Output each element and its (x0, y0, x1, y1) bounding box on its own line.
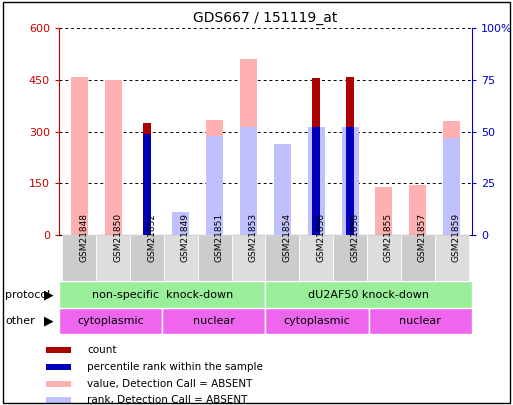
Bar (369, 308, 472, 334)
Bar (376, 187, 392, 235)
Bar (274, 159, 291, 235)
Text: dU2AF50 knock-down: dU2AF50 knock-down (308, 290, 429, 300)
Bar (162, 308, 266, 334)
Text: count: count (87, 345, 117, 355)
Title: GDS667 / 151119_at: GDS667 / 151119_at (193, 11, 338, 25)
Bar (63, 235, 96, 281)
Bar (46, 397, 71, 403)
Bar (346, 128, 354, 235)
Bar (312, 128, 321, 235)
Bar (172, 212, 189, 235)
Bar (232, 235, 266, 281)
Bar (240, 59, 257, 235)
Bar (266, 235, 299, 281)
Text: GSM21858: GSM21858 (350, 213, 359, 262)
Text: GSM21853: GSM21853 (249, 213, 258, 262)
Text: ▶: ▶ (44, 314, 53, 328)
Bar (130, 235, 164, 281)
Bar (435, 235, 468, 281)
Text: GSM21854: GSM21854 (282, 213, 291, 262)
Bar (59, 308, 162, 334)
Text: GSM21857: GSM21857 (418, 213, 427, 262)
Bar (240, 128, 257, 235)
Text: GSM21856: GSM21856 (316, 213, 325, 262)
Bar (299, 235, 333, 281)
Bar (342, 128, 359, 235)
Text: GSM21852: GSM21852 (147, 213, 156, 262)
Bar (71, 77, 88, 235)
Text: GSM21855: GSM21855 (384, 213, 393, 262)
Bar (143, 123, 151, 235)
Text: value, Detection Call = ABSENT: value, Detection Call = ABSENT (87, 379, 252, 389)
Text: GSM21850: GSM21850 (113, 213, 122, 262)
Text: cytoplasmic: cytoplasmic (77, 316, 144, 326)
Bar (206, 136, 223, 235)
Text: ▶: ▶ (44, 288, 53, 301)
Bar (401, 235, 435, 281)
Bar (105, 80, 122, 235)
Text: GSM21848: GSM21848 (80, 213, 88, 262)
Bar (266, 281, 472, 308)
Text: rank, Detection Call = ABSENT: rank, Detection Call = ABSENT (87, 395, 248, 405)
Text: non-specific  knock-down: non-specific knock-down (92, 290, 233, 300)
Text: GSM21849: GSM21849 (181, 213, 190, 262)
Bar (308, 128, 325, 235)
Bar (164, 235, 198, 281)
Text: nuclear: nuclear (400, 316, 441, 326)
Bar (443, 122, 460, 235)
Bar (274, 144, 291, 235)
Bar (46, 381, 71, 387)
Text: nuclear: nuclear (193, 316, 235, 326)
Bar (346, 77, 354, 235)
Bar (312, 78, 321, 235)
Bar (266, 308, 369, 334)
Text: GSM21859: GSM21859 (451, 213, 461, 262)
Bar (367, 235, 401, 281)
Text: cytoplasmic: cytoplasmic (284, 316, 350, 326)
Bar (96, 235, 130, 281)
Bar (143, 134, 151, 235)
Text: other: other (5, 316, 35, 326)
Bar (443, 138, 460, 235)
Text: GSM21851: GSM21851 (215, 213, 224, 262)
Bar (46, 347, 71, 353)
Text: percentile rank within the sample: percentile rank within the sample (87, 362, 263, 372)
Bar (59, 281, 266, 308)
Bar (206, 119, 223, 235)
Bar (333, 235, 367, 281)
Bar (198, 235, 232, 281)
Bar (409, 185, 426, 235)
Text: protocol: protocol (5, 290, 50, 300)
Bar (46, 364, 71, 370)
